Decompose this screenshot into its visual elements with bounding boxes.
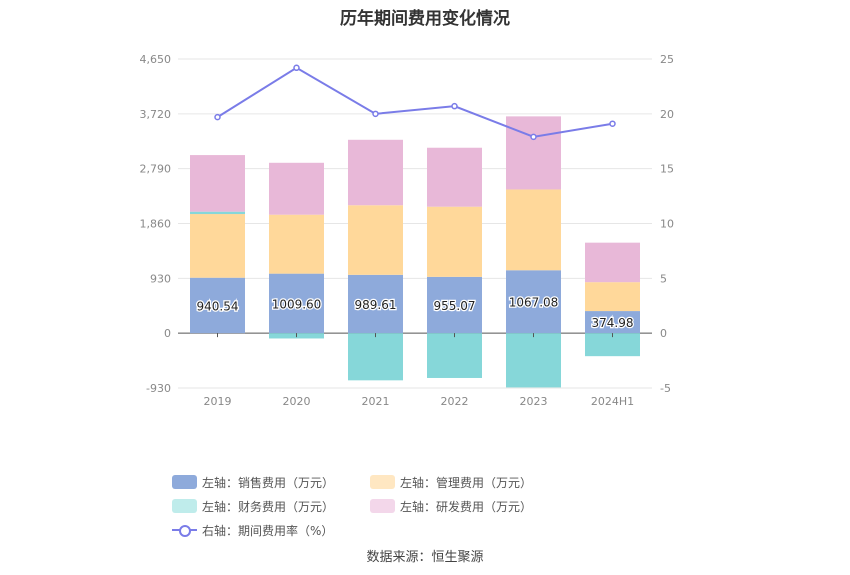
- x-tick-label: 2023: [520, 395, 548, 408]
- legend-label: 左轴：管理费用（万元）: [400, 475, 533, 490]
- legend-label: 左轴：研发费用（万元）: [400, 499, 533, 514]
- data-label: 989.61: [355, 298, 397, 312]
- bar-segment: [190, 211, 245, 215]
- legend-line-icon: [172, 523, 197, 537]
- bar-segment: [269, 273, 324, 334]
- x-tick-label: 2019: [204, 395, 232, 408]
- legend-label: 左轴：财务费用（万元）: [202, 499, 335, 514]
- data-label: 374.98: [592, 316, 634, 330]
- rate-point: [214, 113, 221, 121]
- rate-point: [293, 64, 300, 72]
- source-note: 数据来源：恒生聚源: [366, 550, 484, 565]
- bar-segment: [348, 139, 403, 206]
- right-tick-label: 25: [660, 53, 674, 66]
- rate-point: [530, 133, 537, 141]
- data-label: 1067.08: [509, 296, 559, 310]
- bar-segment: [506, 116, 561, 190]
- bar-segment: [427, 147, 482, 207]
- bar-segment: [190, 155, 245, 212]
- bar-segment: [190, 277, 245, 334]
- chart-plot: -930 0 930 1,860 2,790 3,720 4,650 -5 0 5 10 15 20 25…: [140, 53, 675, 408]
- legend-swatch: [370, 499, 396, 513]
- bar-segment: [585, 242, 640, 283]
- bar-segment: [348, 274, 403, 334]
- legend-item[interactable]: 左轴：管理费用（万元）: [370, 472, 532, 492]
- left-tick-label: -930: [146, 382, 171, 395]
- left-tick-label: 1,860: [140, 218, 172, 231]
- left-tick-label: 0: [164, 327, 171, 340]
- bar-segment: [427, 206, 482, 277]
- legend-label: 右轴：期间费用率（%）: [202, 523, 334, 538]
- bar-segment: [348, 333, 403, 381]
- bar-segment: [269, 214, 324, 274]
- legend-swatch: [172, 475, 197, 489]
- right-tick-label: 20: [660, 108, 674, 121]
- bar-segment: [585, 282, 640, 312]
- legend-item[interactable]: 左轴：财务费用（万元）: [172, 496, 334, 516]
- bar-segment: [506, 333, 561, 388]
- left-tick-label: 4,650: [140, 53, 172, 66]
- bar-segment: [506, 270, 561, 334]
- left-tick-label: 2,790: [140, 163, 172, 176]
- x-tick-label: 2022: [441, 395, 469, 408]
- right-tick-label: 5: [660, 272, 667, 285]
- rate-line: [216, 66, 613, 138]
- rate-point: [372, 110, 379, 118]
- legend-label: 左轴：销售费用（万元）: [202, 475, 335, 490]
- x-tick-label: 2024H1: [591, 395, 634, 408]
- legend-item[interactable]: 左轴：销售费用（万元）: [172, 472, 334, 492]
- legend-swatch: [172, 499, 197, 513]
- x-tick-label: 2020: [283, 395, 311, 408]
- x-tick-label: 2021: [362, 395, 390, 408]
- data-label: 1009.60: [272, 297, 322, 311]
- right-tick-label: 10: [660, 218, 674, 231]
- bar-segment: [348, 205, 403, 275]
- legend-item[interactable]: 右轴：期间费用率（%）: [172, 520, 333, 540]
- left-tick-label: 930: [150, 272, 171, 285]
- legend: 左轴：销售费用（万元） 左轴：管理费用（万元） 左轴：财务费用（万元） 左轴：研发费用…: [150, 470, 710, 542]
- left-tick-label: 3,720: [140, 108, 172, 121]
- bar-segment: [269, 162, 324, 215]
- bar-segment: [190, 214, 245, 278]
- bar-segment: [585, 311, 640, 334]
- chart-title: 历年期间费用变化情况: [340, 9, 510, 29]
- rate-point: [609, 120, 616, 127]
- right-tick-label: 0: [660, 327, 667, 340]
- bar-segment: [585, 333, 640, 357]
- rate-point: [451, 102, 458, 110]
- right-tick-label: 15: [660, 163, 674, 176]
- legend-swatch: [370, 475, 396, 489]
- data-label: 955.07: [434, 299, 476, 313]
- bar-segment: [427, 333, 482, 378]
- legend-item[interactable]: 左轴：研发费用（万元）: [370, 496, 532, 516]
- data-label: 940.54: [197, 299, 239, 313]
- right-tick-label: -5: [660, 382, 671, 395]
- bar-segment: [427, 276, 482, 334]
- bar-segment: [506, 189, 561, 271]
